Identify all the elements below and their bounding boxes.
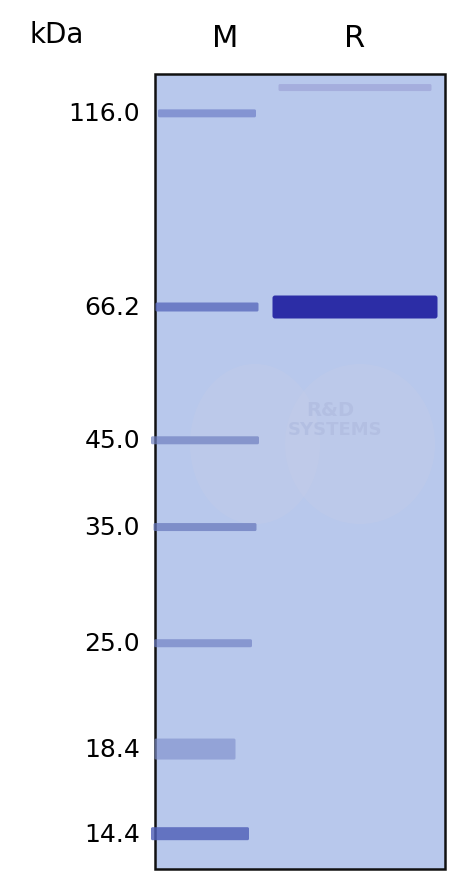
FancyBboxPatch shape	[154, 640, 252, 648]
FancyBboxPatch shape	[151, 437, 259, 445]
FancyBboxPatch shape	[151, 828, 249, 840]
Ellipse shape	[190, 364, 320, 525]
Text: 66.2: 66.2	[84, 296, 140, 320]
Text: 45.0: 45.0	[85, 429, 140, 453]
FancyBboxPatch shape	[154, 739, 235, 759]
Text: 14.4: 14.4	[84, 821, 140, 846]
FancyBboxPatch shape	[156, 303, 258, 312]
FancyBboxPatch shape	[273, 296, 437, 319]
Text: R: R	[344, 23, 365, 52]
Text: 116.0: 116.0	[68, 102, 140, 126]
Text: 18.4: 18.4	[84, 737, 140, 761]
FancyBboxPatch shape	[279, 85, 432, 92]
Text: SYSTEMS: SYSTEMS	[288, 421, 382, 439]
Text: M: M	[212, 23, 238, 52]
FancyBboxPatch shape	[155, 75, 445, 869]
Text: 25.0: 25.0	[85, 632, 140, 656]
Text: kDa: kDa	[30, 21, 85, 49]
Ellipse shape	[285, 364, 435, 525]
FancyBboxPatch shape	[153, 524, 256, 532]
Text: R&D: R&D	[306, 400, 354, 419]
Text: 35.0: 35.0	[85, 516, 140, 540]
FancyBboxPatch shape	[158, 110, 256, 118]
